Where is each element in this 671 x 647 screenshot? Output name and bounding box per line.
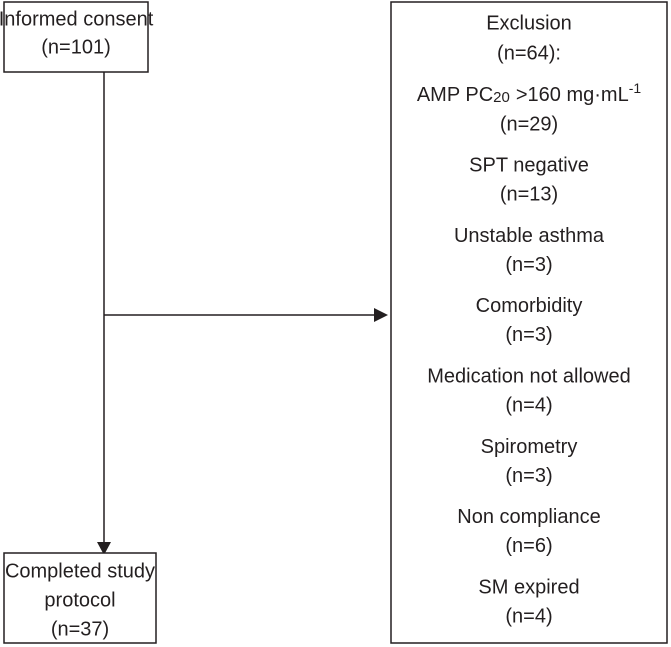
item-label: Non compliance	[457, 506, 600, 528]
item-count: (n=3)	[505, 465, 552, 487]
node-count: (n=101)	[41, 36, 111, 58]
node-box	[3, 552, 157, 644]
item-count: (n=6)	[505, 535, 552, 557]
item-label: SM expired	[478, 576, 579, 598]
node-label: Informed consent	[0, 8, 154, 30]
item-label-text: AMP PC	[417, 84, 493, 106]
item-count: (n=13)	[500, 184, 558, 206]
item-label-sup: -1	[629, 80, 642, 96]
node-label: Exclusion	[486, 12, 572, 34]
node-box	[3, 1, 149, 73]
item-label-sub: 20	[493, 89, 510, 106]
node-box	[390, 1, 668, 644]
item-label: AMP PC20 >160 mg·mL-1	[417, 80, 642, 107]
item-list: SPT negative (n=13) Unstable asthma (n=3) Co…	[427, 155, 630, 628]
item-label: Unstable asthma	[454, 225, 605, 247]
node-label: Completed study	[5, 560, 155, 582]
node-count: (n=64):	[497, 42, 561, 64]
item-label: SPT negative	[469, 155, 589, 177]
node-count: (n=37)	[51, 618, 109, 640]
item-count: (n=4)	[505, 394, 552, 416]
item-label: Spirometry	[481, 436, 578, 458]
node-label: protocol	[44, 589, 115, 611]
item-label: Comorbidity	[476, 295, 583, 317]
item-count: (n=4)	[505, 605, 552, 627]
arrowhead	[97, 542, 111, 555]
item-label-text: >160 mg·mL	[516, 84, 629, 106]
item-count: (n=3)	[505, 324, 552, 346]
item-label: Medication not allowed	[427, 365, 630, 387]
item-count: (n=29)	[500, 113, 558, 135]
item-count: (n=3)	[505, 254, 552, 276]
arrowhead	[374, 308, 388, 322]
